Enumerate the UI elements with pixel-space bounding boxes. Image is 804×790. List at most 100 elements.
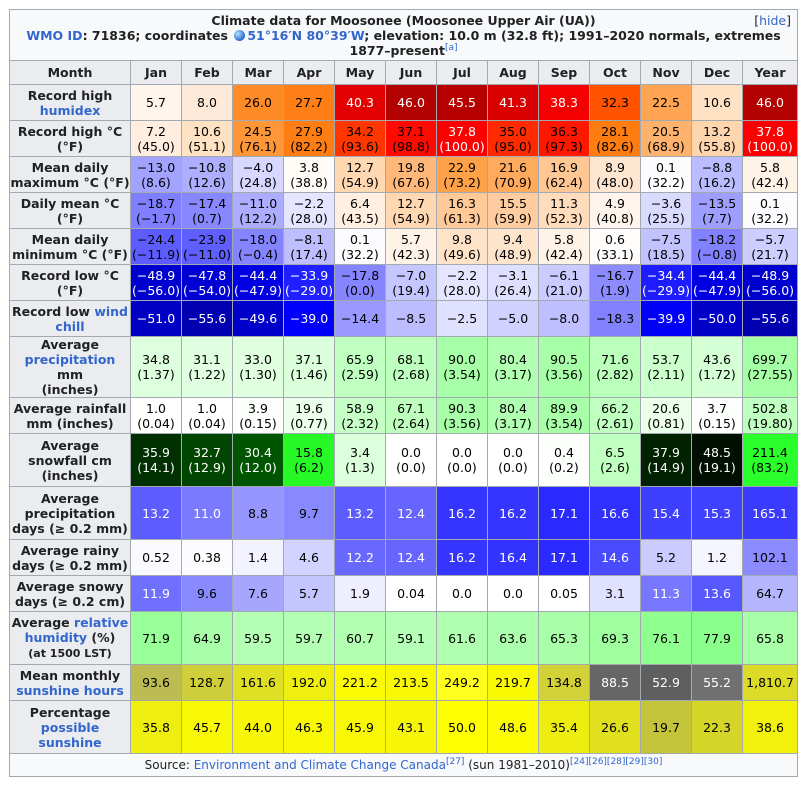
cell-secondary-value: (0.0) (396, 460, 426, 475)
cell-primary-value: −13.5 (697, 195, 737, 211)
value-cell: −48.9 (−56.0) (130, 264, 182, 301)
row-label-text: Daily mean °C (20, 195, 120, 211)
row-label-link[interactable]: sunshine (38, 734, 102, 750)
hide-toggle[interactable]: [hide] (754, 13, 791, 28)
row-label-link[interactable]: humidex (39, 102, 101, 118)
value-cell: 16.9 (62.4) (538, 156, 590, 193)
source-link[interactable]: Environment and Climate Change Canada (193, 757, 446, 772)
row-label-link[interactable]: wind (94, 303, 129, 319)
source-prefix: Source: (144, 757, 194, 772)
cell-primary-value: 16.9 (550, 159, 578, 175)
row-label-link[interactable]: chill (55, 318, 85, 334)
value-cell: 15.4 (640, 486, 692, 540)
cell-secondary-value: (17.4) (290, 246, 328, 262)
cell-secondary-value: (1.37) (137, 367, 175, 382)
row-label-text: (at 1500 LST) (28, 647, 112, 660)
cell-primary-value: −10.8 (187, 159, 227, 175)
value-cell: −6.1 (21.0) (538, 264, 590, 301)
row-label-text: Average (41, 337, 99, 353)
row-label-link[interactable]: precipitation (24, 352, 116, 367)
value-cell: −7.5 (18.5) (640, 228, 692, 265)
row-label-text: Record low (11, 303, 95, 319)
source-ref[interactable]: [27] (445, 756, 465, 767)
value-cell: 16.6 (589, 486, 641, 540)
value-cell: −5.0 (487, 300, 539, 337)
wmo-id-link[interactable]: WMO ID (26, 28, 83, 43)
cell-primary-value: −44.4 (697, 267, 737, 283)
value-cell: 43.1 (385, 700, 437, 754)
cell-primary-value: 35.4 (550, 719, 578, 735)
value-cell: 5.7 (130, 84, 182, 121)
cell-primary-value: 19.8 (397, 159, 425, 175)
cell-primary-value: 1.2 (707, 550, 727, 565)
cell-primary-value: 128.7 (189, 675, 225, 690)
cell-primary-value: −13.0 (136, 159, 176, 175)
cell-primary-value: 80.4 (499, 400, 527, 416)
cell-primary-value: 16.3 (448, 195, 476, 211)
row-label-text: (°F) (56, 282, 84, 298)
coordinates-link[interactable]: 51°16′N 80°39′W (247, 28, 365, 43)
row-label-text: Mean daily (31, 231, 109, 247)
row-label-text: Record low °C (21, 267, 119, 283)
value-cell: 11.9 (130, 575, 182, 612)
cell-primary-value: 37.8 (448, 123, 476, 139)
cell-secondary-value: (1.22) (188, 367, 226, 382)
row-label-link[interactable]: relative (73, 615, 129, 630)
value-cell: 3.7 (0.15) (691, 397, 743, 434)
table-row: Record high humidex 5.7 8.0 26.0 27.7 40.3 46.… (9, 84, 798, 121)
cell-primary-value: 76.1 (652, 630, 680, 646)
cell-secondary-value: (32.2) (751, 210, 789, 226)
value-cell: 40.3 (334, 84, 386, 121)
value-cell: 0.4 (0.2) (538, 433, 590, 487)
value-cell: 4.9 (40.8) (589, 192, 641, 229)
cell-secondary-value: (42.4) (751, 174, 789, 190)
cell-primary-value: 16.4 (499, 550, 527, 565)
row-label: Average rainfall mm (inches) (9, 397, 131, 434)
row-label-text: days (≥ 0.2 mm) (12, 557, 128, 573)
row-label-text: Average snowy (16, 578, 124, 594)
caption-ref[interactable]: [a] (444, 42, 458, 53)
value-cell: −51.0 (130, 300, 182, 337)
cell-secondary-value: (100.0) (747, 138, 793, 154)
source-refs[interactable]: [24][26][28][29][30] (569, 756, 663, 767)
table-row: Mean monthly sunshine hours 93.6 128.7 161.… (9, 664, 798, 701)
cell-primary-value: 0.0 (452, 445, 472, 460)
cell-secondary-value: (54.9) (341, 174, 379, 190)
value-cell: 53.7 (2.11) (640, 336, 692, 398)
value-cell: 27.9 (82.2) (283, 120, 335, 157)
globe-icon[interactable] (234, 30, 246, 41)
cell-primary-value: −44.4 (238, 267, 278, 283)
hide-link[interactable]: hide (759, 13, 787, 28)
row-label-link[interactable]: possible (40, 719, 100, 735)
value-cell: 59.1 (385, 611, 437, 665)
cell-primary-value: −2.2 (293, 195, 325, 211)
value-cell: 5.8 (42.4) (538, 228, 590, 265)
value-cell: 17.1 (538, 486, 590, 540)
month-header-jun: Jun (385, 60, 437, 85)
value-cell: 134.8 (538, 664, 590, 701)
row-label-link[interactable]: sunshine hours (16, 682, 124, 698)
cell-secondary-value: (98.8) (392, 138, 430, 154)
cell-secondary-value: (0.81) (647, 415, 685, 431)
cell-primary-value: 63.6 (499, 630, 527, 646)
cell-primary-value: 3.7 (707, 400, 727, 416)
cell-primary-value: 1,810.7 (746, 675, 794, 690)
cell-primary-value: 19.7 (652, 719, 680, 735)
wmo-id-text: : 71836; coordinates (82, 28, 228, 43)
cell-secondary-value: (0.77) (290, 415, 328, 431)
value-cell: 12.7 (54.9) (334, 156, 386, 193)
value-cell: 13.2 (334, 486, 386, 540)
cell-primary-value: 44.0 (244, 719, 272, 735)
row-label-link[interactable]: humidity (24, 630, 88, 645)
cell-primary-value: 699.7 (752, 352, 788, 367)
cell-primary-value: 0.0 (401, 445, 421, 460)
cell-primary-value: 249.2 (444, 675, 480, 690)
value-cell: 16.2 (436, 486, 488, 540)
value-cell: 16.2 (436, 539, 488, 576)
cell-secondary-value: (28.0) (290, 210, 328, 226)
month-header-jan: Jan (130, 60, 182, 85)
table-row: Record high °C (°F) 7.2 (45.0) 10.6 (51.1) 24… (9, 120, 798, 157)
value-cell: −44.4 (−47.9) (232, 264, 284, 301)
cell-primary-value: −8.1 (293, 231, 325, 247)
cell-primary-value: 1.4 (248, 550, 268, 565)
